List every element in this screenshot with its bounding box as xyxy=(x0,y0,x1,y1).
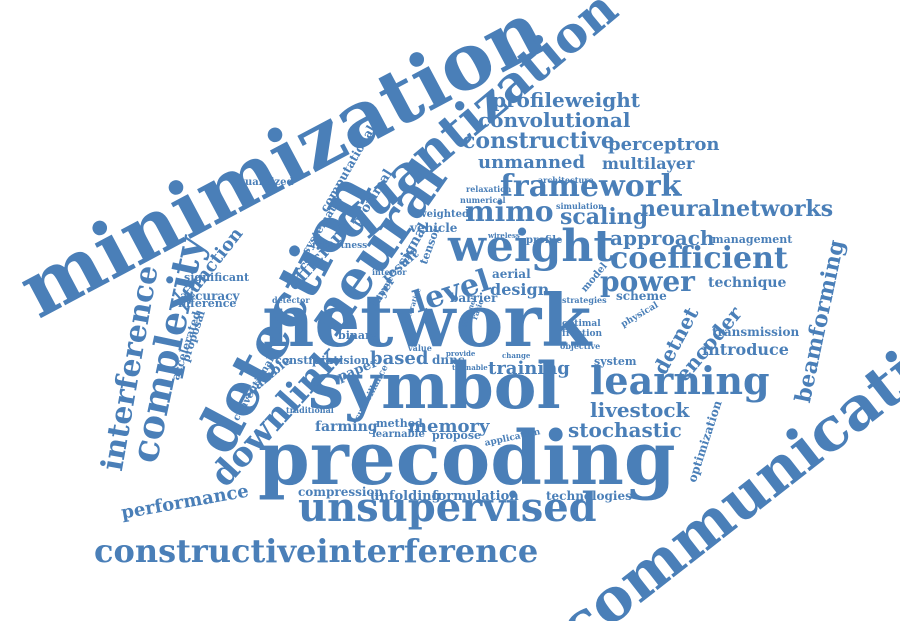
word: method xyxy=(376,417,423,430)
word: scheme xyxy=(616,289,667,303)
word: wireless xyxy=(488,231,520,240)
word: compression xyxy=(298,485,384,499)
word: physical xyxy=(619,300,661,330)
word: technique xyxy=(708,275,787,291)
word: training xyxy=(488,358,570,379)
word: relaxation xyxy=(466,184,512,194)
word: robustness xyxy=(312,241,368,251)
word: constructive xyxy=(462,128,615,154)
word: unfolding xyxy=(370,489,441,504)
word: strategies xyxy=(562,295,607,305)
word: simulation xyxy=(556,201,604,211)
word: significant xyxy=(184,271,250,284)
word: multilayer xyxy=(602,154,695,173)
word: farming xyxy=(315,419,378,435)
word: accuracy xyxy=(180,289,240,303)
word: learning xyxy=(590,358,770,403)
word: interior xyxy=(372,267,407,277)
word: architecture xyxy=(538,175,594,185)
word: inference xyxy=(178,297,237,310)
word: mimo xyxy=(465,195,554,228)
word: dnns xyxy=(432,353,465,367)
word: system xyxy=(594,355,637,368)
word: performance xyxy=(119,480,251,524)
word: quantized xyxy=(238,177,294,188)
word: value xyxy=(408,343,432,353)
word: optimization xyxy=(685,398,725,485)
word: weight xyxy=(448,221,614,272)
word: network xyxy=(262,278,592,363)
word: memory xyxy=(408,416,490,437)
word: fraction xyxy=(562,329,603,339)
word: vehicle xyxy=(410,221,458,235)
word: design xyxy=(490,280,550,299)
word: weighted xyxy=(418,209,470,220)
word: technologies xyxy=(546,489,632,503)
word: precision xyxy=(312,354,370,367)
word: power xyxy=(600,265,695,298)
word: detector xyxy=(272,295,310,305)
word: transmission xyxy=(712,325,800,339)
word: trainable xyxy=(452,363,488,372)
word: change xyxy=(502,351,531,360)
word: coefficient xyxy=(610,241,788,276)
word: profile xyxy=(526,235,563,246)
word: livestock xyxy=(590,398,690,422)
word: optimal xyxy=(562,319,601,329)
word: management xyxy=(712,233,793,246)
word: precoding xyxy=(258,416,676,502)
word: framework xyxy=(500,169,682,204)
word: scaling xyxy=(560,204,649,230)
word: unmanned xyxy=(478,152,586,173)
word: constructiveinterference xyxy=(94,532,539,570)
word: objective xyxy=(560,341,601,351)
word: traditional xyxy=(286,405,334,415)
word: learnable xyxy=(372,429,425,440)
word: provide xyxy=(446,349,476,358)
word: aerial xyxy=(492,267,531,281)
word: numerical xyxy=(460,195,506,205)
word: approach xyxy=(610,226,715,250)
word: symbol xyxy=(308,349,561,424)
word: formulation xyxy=(432,489,519,504)
word: propose xyxy=(432,429,482,442)
word: profileweight xyxy=(492,88,641,112)
word: unsupervised xyxy=(298,484,597,531)
word: convolutional xyxy=(478,108,631,132)
word: binary xyxy=(338,329,378,342)
word: constraint xyxy=(275,354,339,367)
word: stochastic xyxy=(568,418,682,442)
word: neuralnetworks xyxy=(640,196,834,222)
word: perceptron xyxy=(608,134,720,155)
word: based xyxy=(370,348,429,369)
word: barrier xyxy=(450,291,498,305)
word: introduce xyxy=(702,340,789,359)
